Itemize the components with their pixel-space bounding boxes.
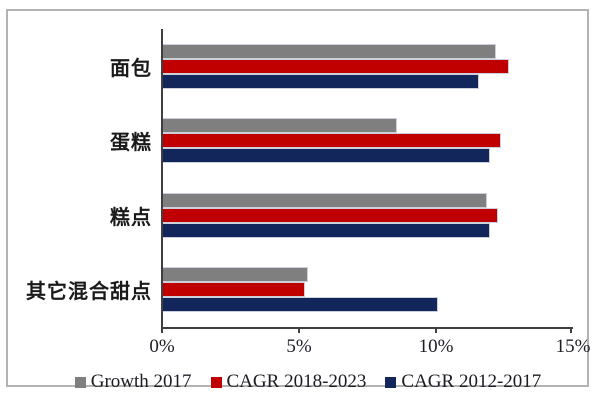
- bar: [163, 73, 480, 89]
- bar-group: [163, 178, 572, 253]
- bar: [163, 267, 308, 283]
- y-axis-line: [161, 29, 163, 329]
- bar: [163, 222, 491, 238]
- x-axis-line: [161, 327, 573, 329]
- bar-group: [163, 104, 572, 179]
- legend-swatch: [210, 376, 222, 388]
- legend-item: CAGR 2018-2023: [210, 371, 367, 393]
- bar: [163, 282, 305, 298]
- x-tick-mark: [570, 329, 572, 333]
- x-tick-mark: [298, 329, 300, 333]
- x-tick-label: 5%: [286, 336, 312, 357]
- x-tick-mark: [161, 329, 163, 333]
- legend: Growth 2017 CAGR 2018-2023 CAGR 2012-2017: [8, 371, 600, 393]
- bar: [163, 148, 491, 164]
- x-tick-label: 15%: [555, 336, 591, 357]
- chart-frame: 面包蛋糕糕点其它混合甜点 0% 5% 10% 15% Growth 2017 CAGR …: [6, 9, 590, 392]
- x-tick-label: 10%: [418, 336, 454, 357]
- bar-group: [163, 253, 572, 328]
- y-axis-category-labels: 面包蛋糕糕点其它混合甜点: [8, 29, 152, 327]
- bar-group: [163, 29, 572, 104]
- legend-label: Growth 2017: [90, 371, 192, 392]
- x-tick-label: 0%: [149, 336, 175, 357]
- bar: [163, 192, 488, 208]
- category-label: 面包: [110, 57, 152, 80]
- bar: [163, 207, 499, 223]
- bar: [163, 43, 496, 59]
- category-label: 糕点: [110, 206, 152, 229]
- bar: [163, 133, 502, 149]
- bar: [163, 297, 439, 313]
- legend-label: CAGR 2012-2017: [401, 371, 542, 392]
- category-label: 蛋糕: [110, 132, 152, 155]
- legend-item: Growth 2017: [74, 371, 192, 393]
- plot-area: [163, 29, 572, 327]
- legend-swatch: [385, 376, 397, 388]
- legend-item: CAGR 2012-2017: [385, 371, 541, 393]
- legend-swatch: [74, 376, 86, 388]
- bar: [163, 58, 510, 74]
- legend-label: CAGR 2018-2023: [226, 371, 367, 392]
- category-label: 其它混合甜点: [26, 281, 152, 304]
- x-tick-mark: [435, 329, 437, 333]
- bar: [163, 118, 398, 134]
